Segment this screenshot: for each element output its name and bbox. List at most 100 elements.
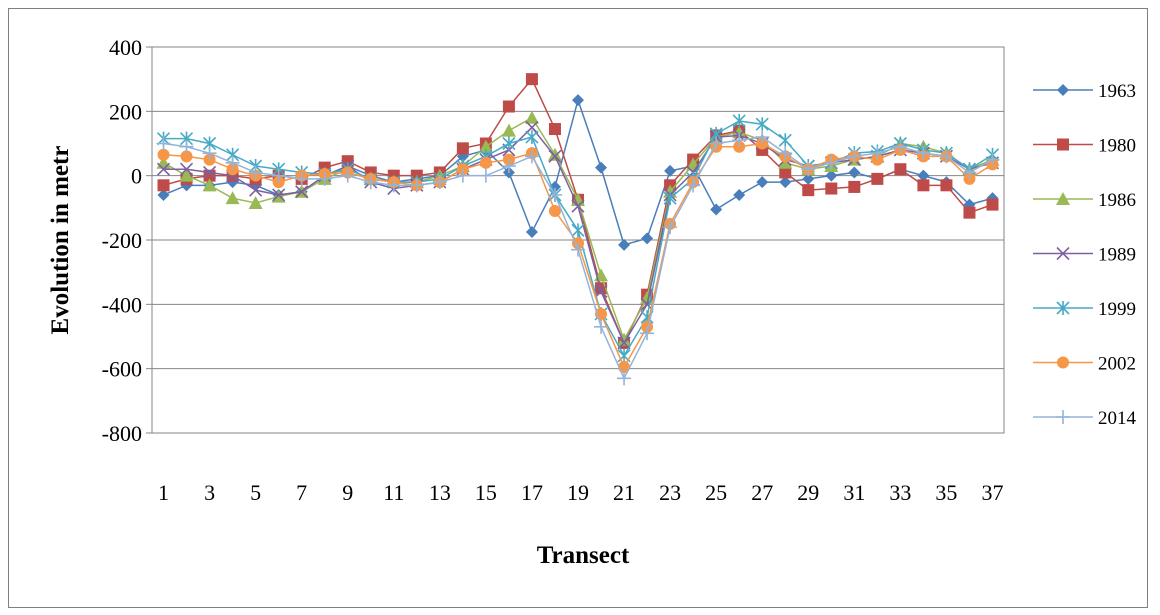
data-point — [340, 168, 355, 183]
data-point — [778, 133, 792, 148]
legend-entry: 1980 — [1033, 136, 1136, 157]
data-point — [456, 142, 469, 155]
data-point — [778, 146, 793, 161]
data-point — [824, 155, 839, 170]
legend-label: 1989 — [1098, 245, 1136, 266]
x-tick-label: 27 — [751, 480, 773, 505]
data-point — [455, 168, 470, 183]
data-point — [985, 152, 1000, 167]
data-point — [502, 100, 515, 113]
data-point — [663, 191, 677, 206]
data-point — [617, 332, 632, 346]
data-point — [525, 130, 539, 145]
data-point — [432, 175, 447, 190]
data-point — [916, 146, 931, 161]
x-tick-label: 9 — [342, 480, 353, 505]
data-point — [962, 165, 977, 180]
legend-marker — [1056, 246, 1070, 261]
data-point — [363, 175, 378, 190]
data-point — [617, 371, 632, 386]
data-point — [156, 162, 171, 176]
data-point — [202, 146, 217, 161]
data-point — [893, 139, 908, 154]
data-point — [939, 149, 954, 164]
x-tick-label: 35 — [935, 480, 957, 505]
data-point — [179, 139, 194, 154]
data-point — [547, 187, 562, 202]
x-axis-title: Transect — [537, 542, 630, 569]
data-point — [801, 162, 816, 177]
x-tick-label: 7 — [296, 480, 307, 505]
y-tick-label: 0 — [131, 164, 142, 189]
series-layer — [156, 73, 1000, 386]
data-point — [572, 94, 584, 107]
data-point — [341, 155, 354, 168]
data-point — [571, 242, 585, 257]
data-point — [733, 188, 746, 201]
data-point — [755, 130, 770, 145]
data-point — [271, 168, 286, 183]
data-point — [295, 185, 309, 199]
y-axis-ticks: -800 -600 -400 -200 0 200 400 — [102, 35, 152, 446]
x-tick-label: 13 — [429, 480, 451, 505]
data-point — [710, 203, 723, 216]
legend-entry: 1963 — [1033, 81, 1136, 102]
data-point — [478, 139, 493, 153]
data-point — [640, 326, 655, 341]
legend-marker — [1056, 192, 1070, 205]
y-tick-label: 200 — [109, 99, 142, 124]
data-point — [848, 166, 861, 179]
data-point — [571, 199, 585, 213]
data-point — [618, 238, 631, 251]
legend-marker — [1057, 84, 1069, 96]
chart-frame — [8, 8, 1148, 608]
legend-label: 1963 — [1098, 81, 1136, 102]
legend-entry: 1986 — [1033, 190, 1136, 211]
data-point — [272, 188, 286, 202]
data-point — [202, 178, 217, 192]
series-2014 — [156, 130, 1000, 386]
data-point — [664, 164, 677, 177]
data-point — [248, 165, 263, 180]
legend-marker — [1056, 410, 1070, 424]
data-point — [225, 155, 240, 170]
legend-label: 2014 — [1098, 408, 1137, 429]
x-tick-label: 1 — [158, 480, 169, 505]
legend-label: 1999 — [1098, 299, 1136, 320]
data-point — [203, 165, 217, 180]
data-point — [548, 149, 562, 163]
legend: 1963 1980 1986 1989 1999 2002 2014 — [1033, 81, 1137, 429]
x-tick-label: 17 — [521, 480, 543, 505]
data-point — [641, 232, 654, 245]
legend-entry: 1999 — [1033, 299, 1136, 320]
x-tick-label: 21 — [613, 480, 635, 505]
legend-label: 1986 — [1098, 190, 1136, 211]
x-tick-label: 5 — [250, 480, 261, 505]
data-point — [156, 136, 171, 151]
data-point — [548, 123, 561, 136]
data-point — [386, 178, 401, 193]
data-point — [802, 184, 815, 197]
data-point — [594, 284, 608, 299]
data-point — [825, 182, 838, 195]
data-point — [501, 159, 516, 174]
legend-marker — [1057, 356, 1069, 369]
data-point — [248, 196, 263, 210]
data-point — [825, 169, 838, 182]
data-point — [294, 171, 309, 186]
y-tick-label: -200 — [102, 228, 142, 253]
series-line — [163, 77, 993, 345]
data-point — [894, 163, 907, 176]
data-point — [686, 178, 701, 193]
y-axis-title: Evolution in metr — [47, 146, 74, 335]
data-point — [617, 336, 631, 350]
data-point — [501, 123, 516, 137]
data-point — [179, 168, 194, 182]
x-tick-label: 33 — [889, 480, 911, 505]
data-point — [779, 176, 792, 189]
data-point — [317, 171, 332, 186]
data-point — [179, 162, 194, 176]
data-point — [802, 172, 815, 185]
data-point — [848, 180, 861, 193]
data-point — [225, 191, 240, 205]
